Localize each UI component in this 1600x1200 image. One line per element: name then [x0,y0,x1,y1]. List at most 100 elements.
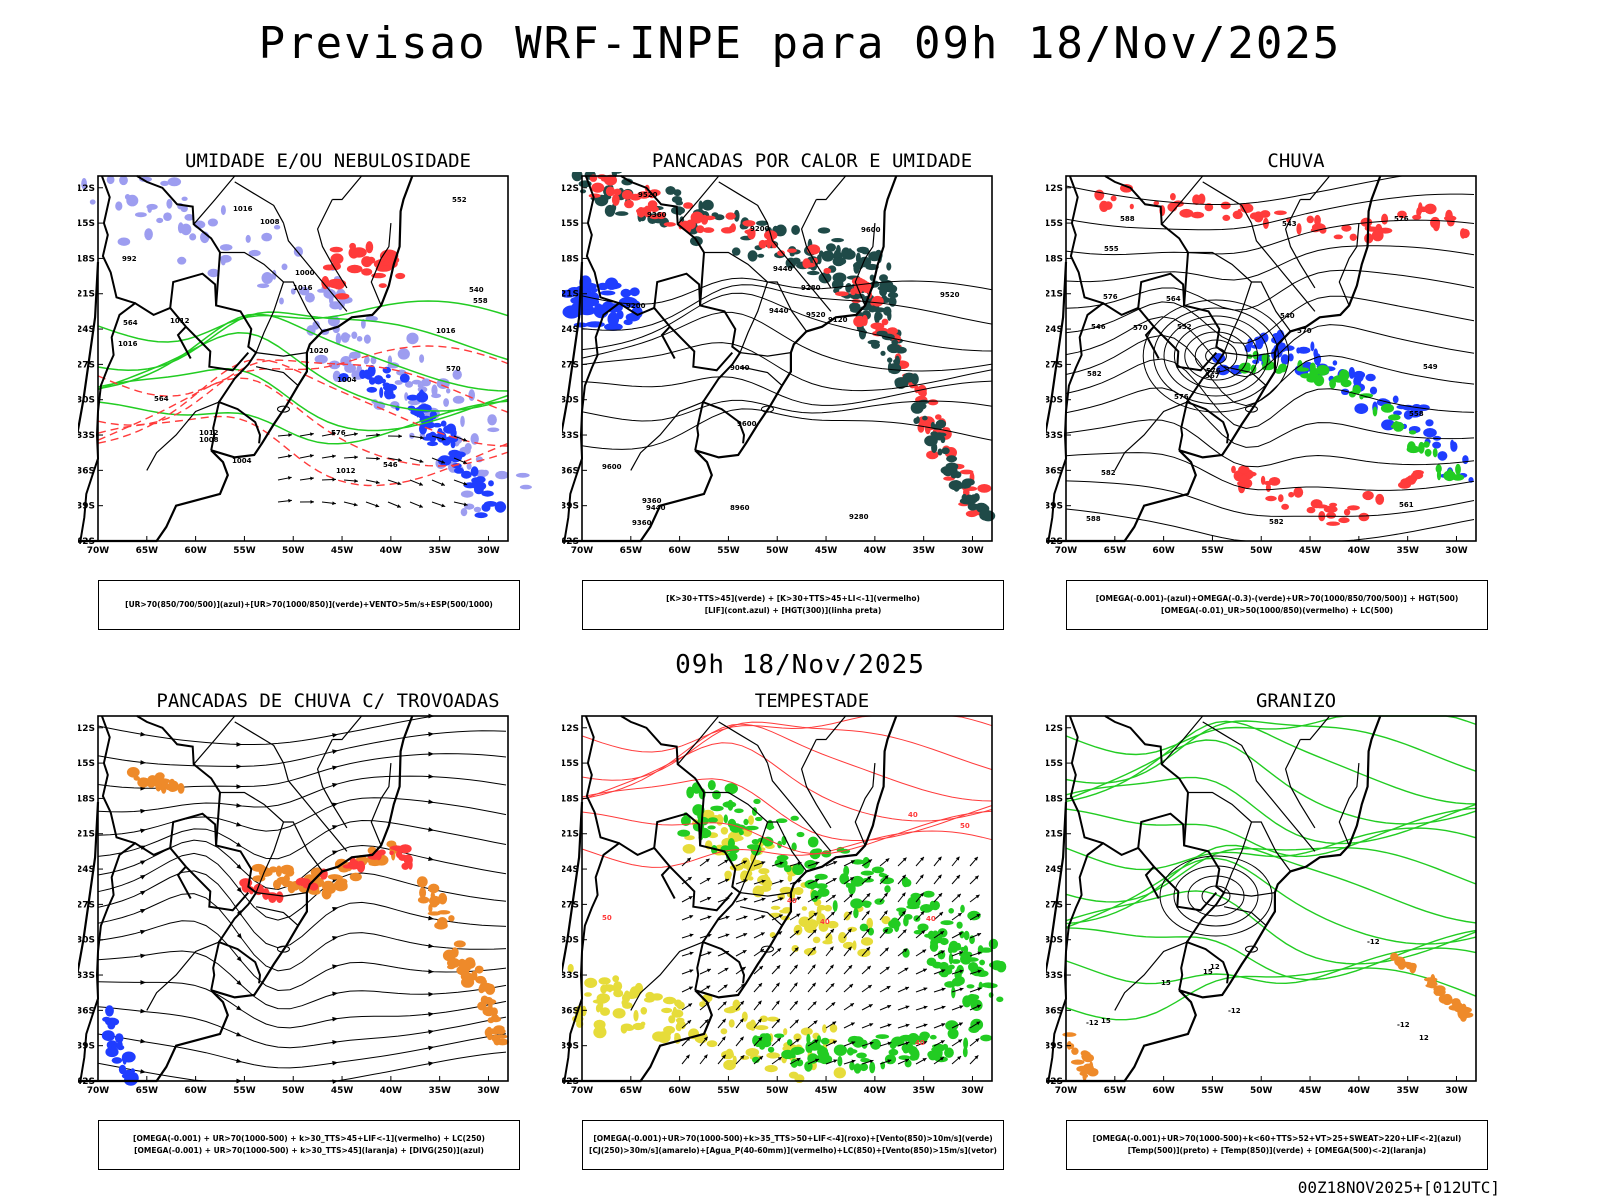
wind-vector-head [941,1023,946,1027]
instability-red [685,219,696,230]
contour-label: 40 [787,897,797,905]
instability-teal [952,480,961,492]
wind-vector-head [975,1038,980,1043]
wind850-green [920,904,933,913]
storm-orange [430,891,435,900]
contour-label: 540 [469,286,484,294]
instability-teal [975,502,988,511]
humidity-lavender [293,246,303,257]
lon-tick-label: 35W [428,546,451,556]
jet-yellow [757,875,771,885]
streamline-arrow [236,803,242,808]
storm-orange [430,900,439,908]
map-umidade: 1016101610161020101610121012101210081008… [78,172,532,556]
wind-vector-head [418,482,423,486]
wind-vector-head [905,1058,910,1063]
border-line [193,715,236,765]
rh-red-contour [361,268,373,276]
wind850-green [908,1046,916,1053]
humidity-lavender [460,490,474,498]
legend-line-2: [OMEGA(-0.01)_UR>50(1000/850)(vermelho) … [1160,606,1394,615]
rain-blue [1393,410,1402,416]
border-line [584,715,620,845]
jet-yellow [674,1032,680,1038]
contour-label: 9040 [730,364,750,372]
wind850-green [790,1046,805,1055]
border-line [100,715,136,845]
lat-tick-label: 18S [1046,254,1063,264]
instability-red [763,240,770,245]
jet-yellow [822,1024,827,1034]
contour-label: 40 [908,811,918,819]
streamline-arrow [428,856,434,861]
omega-orange [1433,988,1446,996]
wind-vector-head [832,1021,837,1026]
wind850-green [792,863,805,875]
wind850-green [875,1034,890,1039]
border-line [1250,762,1316,852]
border-line [282,762,348,852]
border-line [718,721,769,764]
temp500-contour [1173,865,1259,927]
rain-red [1333,234,1343,240]
wind-vector-head [757,1018,762,1023]
lon-tick-label: 35W [1396,1086,1419,1096]
thickness-contour [97,358,509,447]
map-background [1066,716,1476,1081]
humidity-lavender [361,319,366,329]
wind-vector-head [883,910,888,915]
jet-yellow [593,1019,606,1030]
humidity-blue [428,431,437,443]
jet-yellow [826,920,839,929]
wind-vector-head [814,895,819,900]
wind-vector-head [794,947,799,952]
storm-orange [156,778,171,784]
wind-vector-head [795,1038,800,1043]
border-line [210,940,262,991]
wind-vector-head [887,1023,892,1028]
instability-red [690,211,704,224]
contour-label: 564 [1166,295,1181,303]
jet-yellow [758,868,770,875]
wind850-green [979,947,993,953]
wind-vector-head [975,894,980,899]
instability-red [702,227,715,233]
lon-tick-label: 30W [961,1086,984,1096]
lon-tick-label: 55W [1201,1086,1224,1096]
humidity-lavender [89,199,96,205]
map-frame [97,715,509,1082]
humidity-lavender [446,388,451,394]
lon-tick-label: 70W [87,1086,110,1096]
jet-yellow [732,835,744,841]
streamline-arrow [236,1005,242,1011]
storm-orange [308,889,321,895]
thickness-contour [97,345,509,397]
border-line [169,272,258,403]
border-line [653,812,742,943]
contour-label: 1004 [232,457,252,465]
wind-vector-head [830,911,835,916]
wind850-green [790,815,799,821]
wind850-green [820,1037,830,1045]
instability-red [870,322,885,330]
lon-tick-label: 55W [717,1086,740,1096]
humidity-lavender [257,283,270,289]
rain-blue [1348,367,1355,379]
wind-vector-head [375,480,380,485]
border-line [766,222,832,312]
jet-yellow [701,809,715,820]
border-line [1188,791,1291,872]
hgt-contour [581,284,993,331]
wind850-green [837,1055,843,1067]
lon-tick-label: 65W [136,546,159,556]
rh-green-contour [97,313,509,392]
instability-red [647,200,658,209]
humidity-blue [461,470,472,479]
contour-label: 15 [1101,1017,1111,1025]
streamline-arrow [140,828,146,834]
humidity-lavender [470,433,479,445]
border-line [234,181,285,224]
contour-label: 1016 [293,284,313,292]
streamline-arrow [332,991,338,997]
instability-teal [879,274,888,282]
